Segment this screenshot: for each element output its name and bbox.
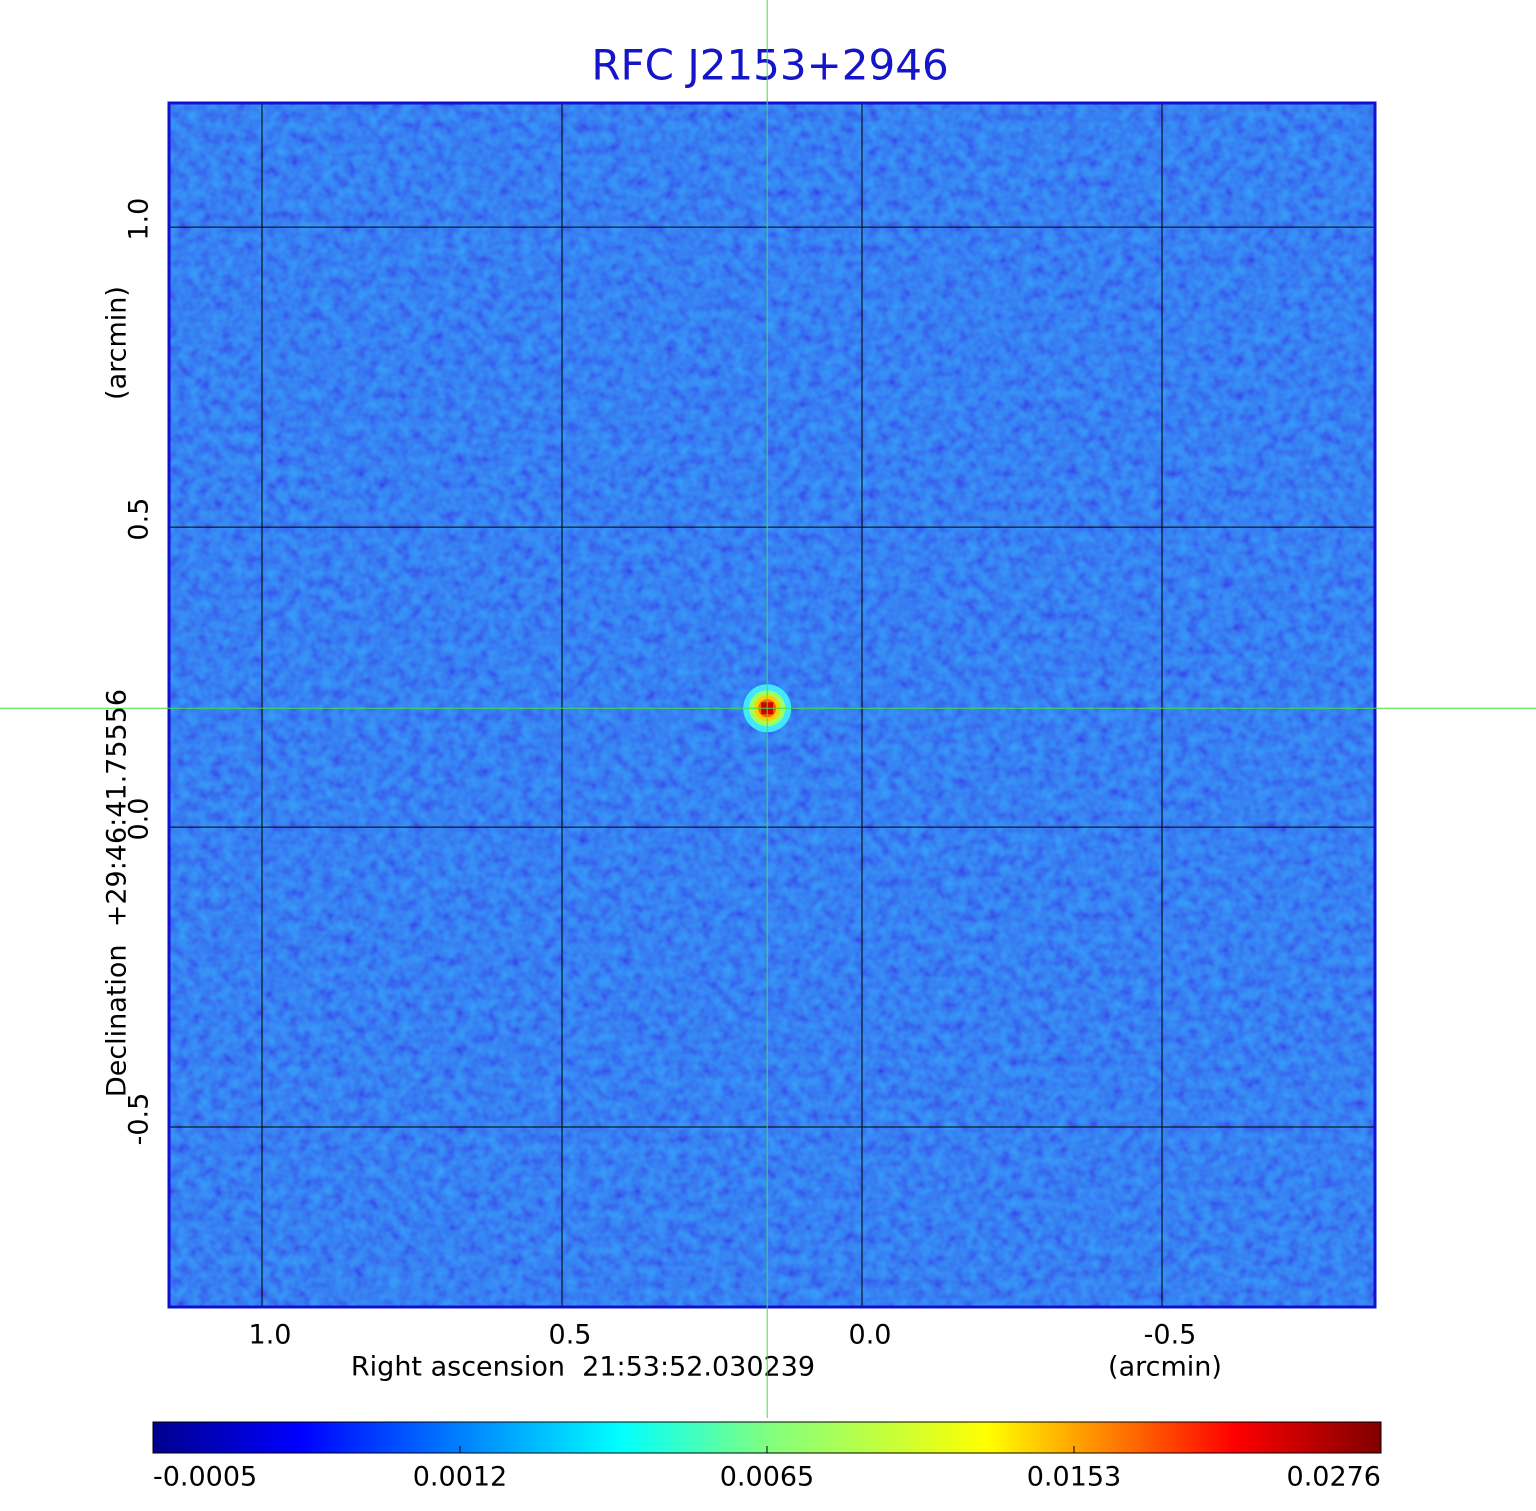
colorbar-tick-label: -0.0005 [153,1462,257,1493]
x-axis-label: Right ascension 21:53:52.030239 [351,1352,815,1383]
x-tick-label: 0.0 [849,1320,892,1351]
x-tick-label: 0.5 [549,1320,592,1351]
y-tick-label: -0.5 [124,1093,155,1146]
y-axis-label: Declination +29:46:41.75556 [102,689,133,1097]
colorbar-tick-label: 0.0276 [1287,1462,1381,1493]
x-axis-unit: (arcmin) [1108,1352,1222,1383]
y-tick-label: 1.0 [124,198,155,241]
y-axis-unit: (arcmin) [102,286,133,400]
plot-frame [167,101,1377,1309]
colorbar-tick-label: 0.0065 [720,1462,814,1493]
colorbar-tick-label: 0.0012 [413,1462,507,1493]
x-tick-label: 1.0 [249,1320,292,1351]
y-tick-label: 0.0 [124,798,155,841]
y-tick-label: 0.5 [124,498,155,541]
chart-title: RFC J2153+2946 [591,41,948,90]
colorbar-tick-label: 0.0153 [1027,1462,1121,1493]
x-tick-label: -0.5 [1144,1320,1197,1351]
